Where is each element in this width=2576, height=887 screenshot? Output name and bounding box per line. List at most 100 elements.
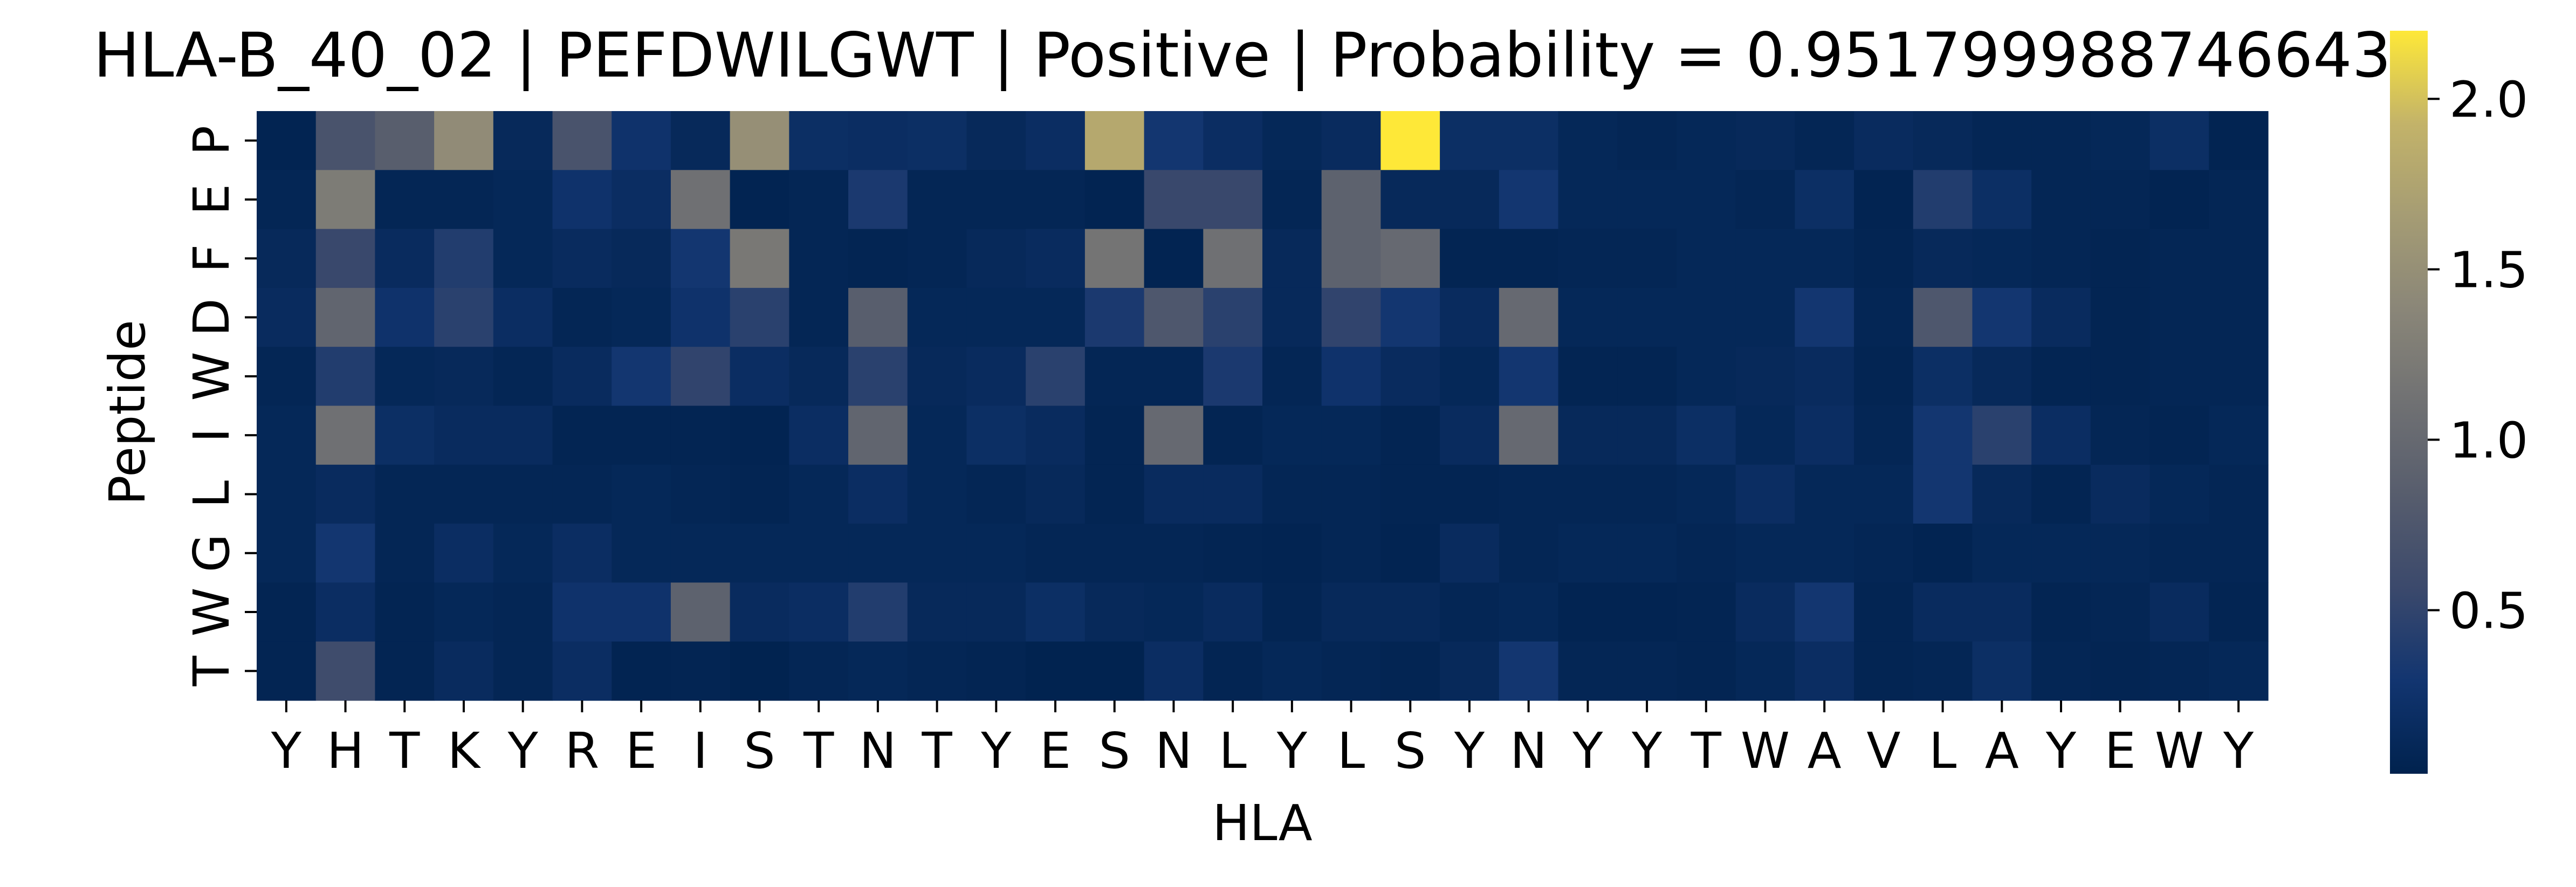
heatmap-cell bbox=[1735, 405, 1795, 465]
heatmap-cell bbox=[552, 641, 612, 701]
heatmap-cell bbox=[1440, 170, 1500, 230]
heatmap-cell bbox=[257, 287, 317, 347]
heatmap-cell bbox=[2149, 287, 2209, 347]
y-tick-label: P bbox=[183, 126, 241, 155]
colorbar bbox=[2390, 31, 2428, 774]
heatmap-cell bbox=[2031, 170, 2091, 230]
heatmap-cell bbox=[434, 111, 494, 170]
heatmap-cell bbox=[670, 287, 731, 347]
heatmap-cell bbox=[730, 464, 789, 524]
heatmap-cell bbox=[848, 287, 908, 347]
heatmap-cell bbox=[1972, 347, 2032, 407]
heatmap-cell bbox=[2031, 347, 2091, 407]
heatmap-cell bbox=[2209, 524, 2269, 583]
heatmap-cell bbox=[315, 405, 376, 465]
heatmap-cell bbox=[2031, 464, 2091, 524]
x-tick-label: H bbox=[327, 722, 364, 780]
heatmap-cell bbox=[1854, 641, 1914, 701]
heatmap-cell bbox=[789, 111, 849, 170]
x-tick-label: T bbox=[922, 722, 953, 780]
y-tick-label: F bbox=[183, 244, 241, 273]
heatmap-cell bbox=[1676, 464, 1736, 524]
heatmap-cell bbox=[1617, 464, 1677, 524]
heatmap-cell bbox=[552, 287, 612, 347]
heatmap-cell bbox=[1026, 405, 1086, 465]
heatmap-cell bbox=[2031, 582, 2091, 642]
heatmap-cell bbox=[1913, 111, 1973, 170]
heatmap-cell bbox=[375, 170, 435, 230]
heatmap-cell bbox=[907, 347, 967, 407]
heatmap-cell bbox=[670, 229, 731, 288]
heatmap-cell bbox=[848, 170, 908, 230]
heatmap-cell bbox=[375, 347, 435, 407]
heatmap-cell bbox=[552, 582, 612, 642]
heatmap-cell bbox=[789, 464, 849, 524]
heatmap-cell bbox=[907, 111, 967, 170]
heatmap-cell bbox=[2090, 524, 2151, 583]
heatmap-cell bbox=[1913, 229, 1973, 288]
colorbar-ticks: 0.5 1.0 1.5 2.0 bbox=[2428, 71, 2528, 640]
heatmap-cell bbox=[1735, 347, 1795, 407]
heatmap-cell bbox=[1558, 524, 1618, 583]
x-tick-label: Y bbox=[271, 722, 302, 780]
heatmap-cell bbox=[434, 229, 494, 288]
heatmap-cell bbox=[1203, 347, 1263, 407]
heatmap-cell bbox=[1026, 229, 1086, 288]
heatmap-cell bbox=[1735, 582, 1795, 642]
heatmap-cell bbox=[315, 582, 376, 642]
heatmap-cell bbox=[730, 111, 789, 170]
heatmap-cell bbox=[1144, 111, 1204, 170]
heatmap-cell bbox=[1499, 287, 1559, 347]
heatmap-cell bbox=[789, 405, 849, 465]
heatmap-cell bbox=[257, 582, 317, 642]
heatmap-cell bbox=[789, 229, 849, 288]
heatmap-cell bbox=[1440, 524, 1500, 583]
heatmap-cell bbox=[1262, 405, 1322, 465]
heatmap-cell bbox=[1026, 582, 1086, 642]
heatmap-cell bbox=[966, 464, 1026, 524]
heatmap-cell bbox=[375, 464, 435, 524]
heatmap-cell bbox=[375, 641, 435, 701]
colorbar-tick-label: 0.5 bbox=[2449, 582, 2528, 640]
heatmap-cell bbox=[1795, 229, 1854, 288]
heatmap-cell bbox=[257, 464, 317, 524]
heatmap-cell bbox=[1499, 170, 1559, 230]
heatmap-cell bbox=[1558, 111, 1618, 170]
heatmap-cell bbox=[1854, 524, 1914, 583]
heatmap-cell bbox=[2149, 347, 2209, 407]
x-tick-label: E bbox=[626, 722, 657, 780]
heatmap-cell bbox=[612, 347, 671, 407]
heatmap-cell bbox=[1203, 641, 1263, 701]
heatmap-cell bbox=[1795, 464, 1854, 524]
heatmap-cell bbox=[1854, 464, 1914, 524]
heatmap-cell bbox=[848, 464, 908, 524]
heatmap-cell bbox=[493, 287, 553, 347]
heatmap-cell bbox=[1972, 582, 2032, 642]
heatmap-cell bbox=[1972, 464, 2032, 524]
heatmap-cell bbox=[2149, 464, 2209, 524]
x-tick-label: Y bbox=[2223, 722, 2254, 780]
heatmap-cell bbox=[1026, 464, 1086, 524]
heatmap-cell bbox=[1026, 111, 1086, 170]
heatmap-cell bbox=[1203, 405, 1263, 465]
heatmap-cell bbox=[1026, 347, 1086, 407]
heatmap-cell bbox=[1144, 524, 1204, 583]
x-tick-label: T bbox=[803, 722, 834, 780]
heatmap-cell bbox=[1440, 641, 1500, 701]
heatmap-cell bbox=[1144, 287, 1204, 347]
x-tick-label: S bbox=[1395, 722, 1426, 780]
heatmap-cell bbox=[1676, 170, 1736, 230]
heatmap-cell bbox=[1144, 641, 1204, 701]
x-tick-label: S bbox=[1099, 722, 1130, 780]
heatmap-cell bbox=[1558, 464, 1618, 524]
heatmap-cell bbox=[493, 347, 553, 407]
y-tick-label: E bbox=[183, 184, 241, 215]
heatmap-cell bbox=[730, 229, 789, 288]
heatmap-cell bbox=[493, 582, 553, 642]
heatmap-cell bbox=[670, 524, 731, 583]
heatmap-cell bbox=[1380, 347, 1440, 407]
heatmap-cell bbox=[257, 229, 317, 288]
heatmap-cell bbox=[1972, 111, 2032, 170]
x-tick-label: L bbox=[1219, 722, 1247, 780]
heatmap-cell bbox=[1854, 229, 1914, 288]
